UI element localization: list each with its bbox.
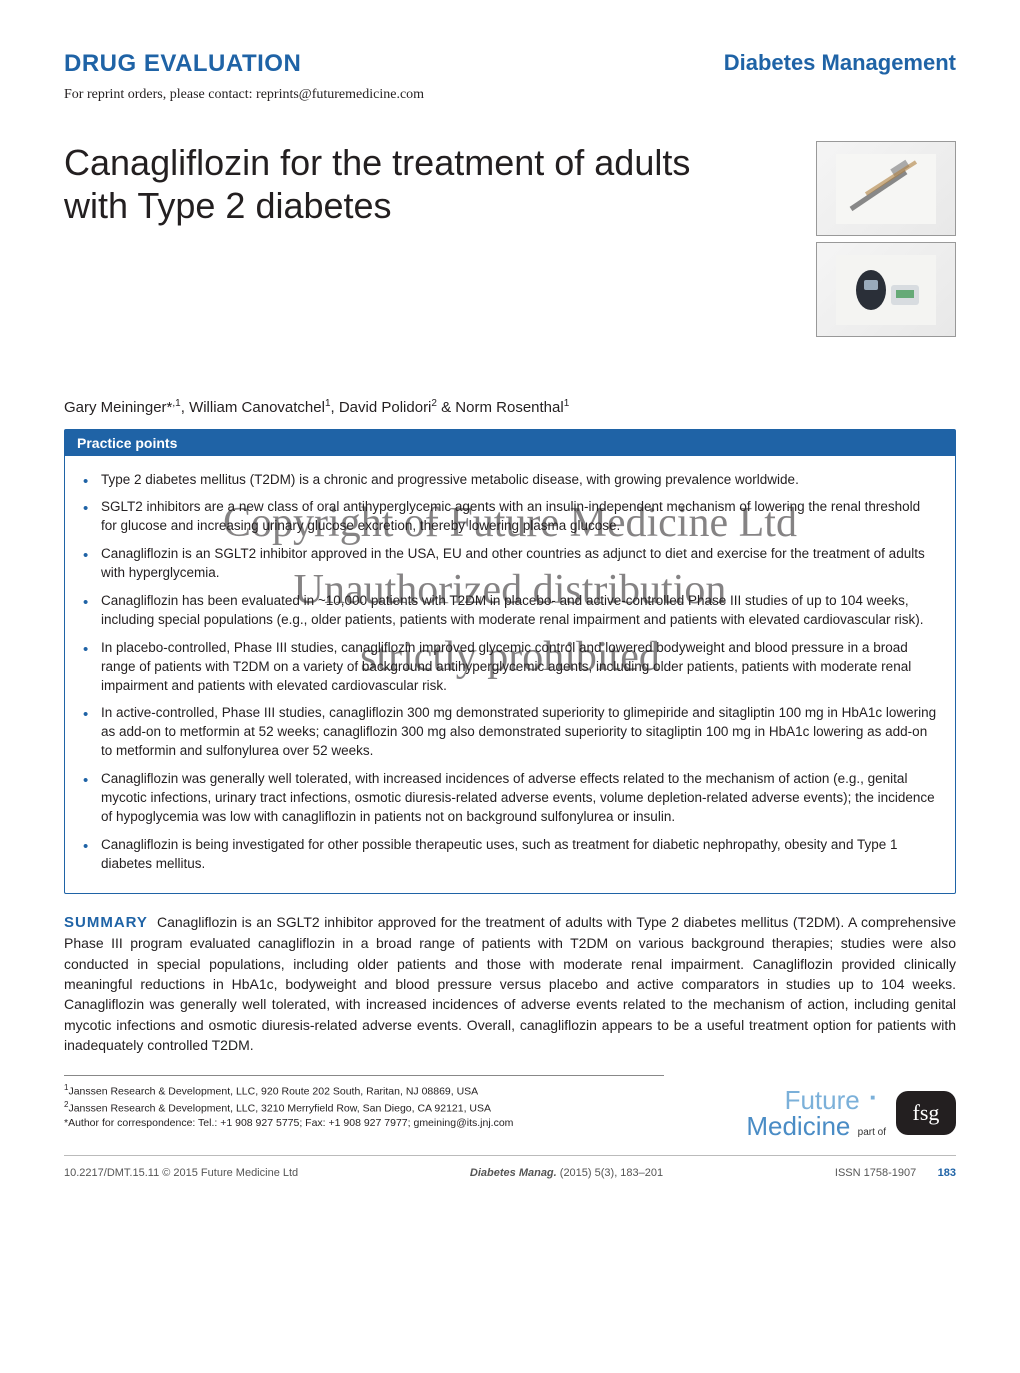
practice-point-item: Canagliflozin is an SGLT2 inhibitor appr… — [83, 545, 937, 583]
summary-paragraph: SUMMARY Canagliflozin is an SGLT2 inhibi… — [64, 912, 956, 1056]
page-footer: 10.2217/DMT.15.11 © 2015 Future Medicine… — [64, 1155, 956, 1181]
section-label: DRUG EVALUATION — [64, 48, 301, 80]
thumbnail-stack — [816, 141, 956, 337]
practice-points-box: Practice points Type 2 diabetes mellitus… — [64, 429, 956, 894]
summary-label: SUMMARY — [64, 914, 148, 931]
footer-doi: 10.2217/DMT.15.11 © 2015 Future Medicine… — [64, 1166, 298, 1181]
affiliation-item: *Author for correspondence: Tel.: +1 908… — [64, 1116, 664, 1131]
practice-point-item: SGLT2 inhibitors are a new class of oral… — [83, 498, 937, 536]
practice-point-item: Canagliflozin is being investigated for … — [83, 836, 937, 874]
footer-citation: Diabetes Manag. (2015) 5(3), 183–201 — [470, 1166, 663, 1181]
practice-point-item: Type 2 diabetes mellitus (T2DM) is a chr… — [83, 471, 937, 490]
page-title: Canagliflozin for the treatment of adult… — [64, 141, 764, 227]
logo-suffix: part of — [858, 1127, 886, 1138]
logo-line-2: Medicine — [746, 1111, 850, 1141]
practice-points-list: Type 2 diabetes mellitus (T2DM) is a chr… — [65, 458, 955, 893]
practice-point-item: Canagliflozin was generally well tolerat… — [83, 770, 937, 827]
practice-points-heading: Practice points — [65, 430, 955, 457]
journal-name: Diabetes Management — [724, 48, 956, 78]
practice-point-item: In placebo-controlled, Phase III studies… — [83, 639, 937, 696]
fsg-badge: fsg — [896, 1091, 956, 1135]
author-line: Gary Meininger*,1, William Canovatchel1,… — [64, 397, 956, 418]
syringe-icon — [816, 141, 956, 236]
summary-text: Canagliflozin is an SGLT2 inhibitor appr… — [64, 914, 956, 1053]
reprint-line: For reprint orders, please contact: repr… — [64, 86, 956, 105]
glucometer-icon — [816, 242, 956, 337]
practice-point-item: Canagliflozin has been evaluated in ~10,… — [83, 592, 937, 630]
publisher-logo: Future ⠂ Medicine part of fsg — [746, 1087, 956, 1139]
affiliations-block: 1Janssen Research & Development, LLC, 92… — [64, 1075, 664, 1131]
affiliation-item: 1Janssen Research & Development, LLC, 92… — [64, 1082, 664, 1099]
practice-point-item: In active-controlled, Phase III studies,… — [83, 704, 937, 761]
footer-issn-page: ISSN 1758-1907 183 — [835, 1166, 956, 1181]
affiliation-item: 2Janssen Research & Development, LLC, 32… — [64, 1099, 664, 1116]
